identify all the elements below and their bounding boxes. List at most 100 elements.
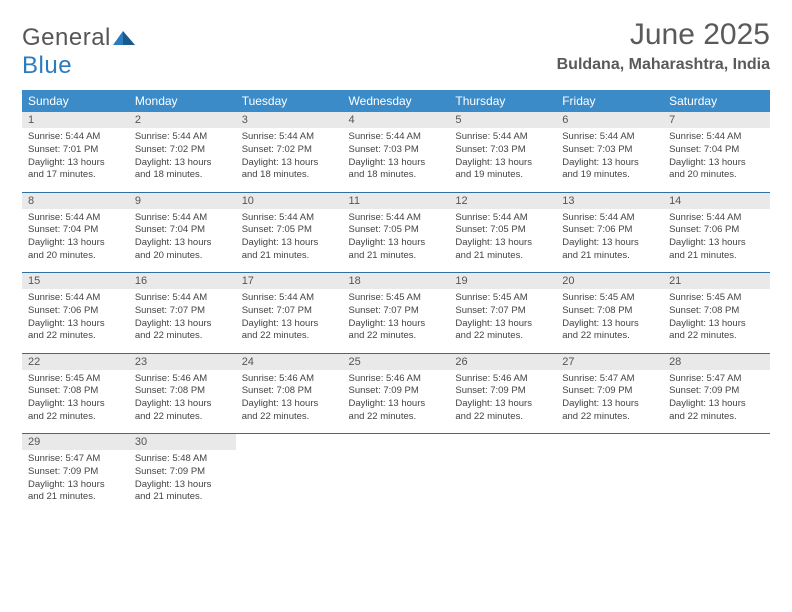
logo-mark-icon — [113, 24, 137, 52]
day-number-cell: 21 — [663, 273, 770, 290]
day-data-cell: Sunrise: 5:44 AMSunset: 7:06 PMDaylight:… — [556, 209, 663, 273]
day-number-cell — [343, 434, 450, 451]
day-number-cell: 13 — [556, 192, 663, 209]
day-data-cell: Sunrise: 5:44 AMSunset: 7:04 PMDaylight:… — [22, 209, 129, 273]
sunrise-line: Sunrise: 5:44 AM — [455, 212, 550, 225]
day-data-cell: Sunrise: 5:44 AMSunset: 7:02 PMDaylight:… — [129, 128, 236, 192]
day-number-cell: 16 — [129, 273, 236, 290]
day-data-row: Sunrise: 5:44 AMSunset: 7:04 PMDaylight:… — [22, 209, 770, 273]
sunrise-line: Sunrise: 5:47 AM — [669, 373, 764, 386]
daylight-line: Daylight: 13 hours and 22 minutes. — [28, 398, 123, 424]
weekday-header: Monday — [129, 90, 236, 112]
day-data-cell — [236, 450, 343, 514]
day-data-cell: Sunrise: 5:44 AMSunset: 7:01 PMDaylight:… — [22, 128, 129, 192]
weekday-header-row: Sunday Monday Tuesday Wednesday Thursday… — [22, 90, 770, 112]
sunrise-line: Sunrise: 5:46 AM — [455, 373, 550, 386]
day-data-cell: Sunrise: 5:44 AMSunset: 7:07 PMDaylight:… — [236, 289, 343, 353]
sunset-line: Sunset: 7:08 PM — [562, 305, 657, 318]
day-number-cell: 15 — [22, 273, 129, 290]
day-number-cell: 7 — [663, 112, 770, 128]
daylight-line: Daylight: 13 hours and 22 minutes. — [562, 398, 657, 424]
daylight-line: Daylight: 13 hours and 22 minutes. — [242, 318, 337, 344]
day-number-row: 891011121314 — [22, 192, 770, 209]
day-data-cell: Sunrise: 5:44 AMSunset: 7:06 PMDaylight:… — [663, 209, 770, 273]
day-number-cell: 8 — [22, 192, 129, 209]
sunrise-line: Sunrise: 5:44 AM — [669, 131, 764, 144]
sunrise-line: Sunrise: 5:44 AM — [28, 131, 123, 144]
sunrise-line: Sunrise: 5:45 AM — [455, 292, 550, 305]
day-data-cell: Sunrise: 5:45 AMSunset: 7:07 PMDaylight:… — [343, 289, 450, 353]
day-data-cell: Sunrise: 5:44 AMSunset: 7:05 PMDaylight:… — [449, 209, 556, 273]
daylight-line: Daylight: 13 hours and 22 minutes. — [455, 398, 550, 424]
sunrise-line: Sunrise: 5:44 AM — [135, 131, 230, 144]
daylight-line: Daylight: 13 hours and 18 minutes. — [349, 157, 444, 183]
weekday-header: Friday — [556, 90, 663, 112]
day-data-cell: Sunrise: 5:46 AMSunset: 7:08 PMDaylight:… — [129, 370, 236, 434]
weekday-header: Tuesday — [236, 90, 343, 112]
day-data-row: Sunrise: 5:44 AMSunset: 7:06 PM Daylight:… — [22, 289, 770, 353]
logo: GeneralBlue — [22, 24, 137, 80]
daylight-line: Daylight: 13 hours and 20 minutes. — [135, 237, 230, 263]
day-number-cell: 9 — [129, 192, 236, 209]
daylight-line: Daylight: 13 hours and 21 minutes. — [135, 479, 230, 505]
sunset-line: Sunset: 7:06 PM — [562, 224, 657, 237]
day-number-cell: 5 — [449, 112, 556, 128]
day-data-cell: Sunrise: 5:44 AMSunset: 7:05 PMDaylight:… — [236, 209, 343, 273]
weekday-header: Wednesday — [343, 90, 450, 112]
daylight-line: Daylight: 13 hours and 18 minutes. — [135, 157, 230, 183]
daylight-line: Daylight: 13 hours and 22 minutes. — [669, 318, 764, 344]
sunset-line: Sunset: 7:03 PM — [455, 144, 550, 157]
day-number-cell: 20 — [556, 273, 663, 290]
day-data-cell: Sunrise: 5:45 AMSunset: 7:08 PMDaylight:… — [663, 289, 770, 353]
day-number-cell: 2 — [129, 112, 236, 128]
day-number-cell: 26 — [449, 353, 556, 370]
sunrise-line: Sunrise: 5:44 AM — [349, 212, 444, 225]
sunrise-line: Sunrise: 5:44 AM — [455, 131, 550, 144]
day-data-cell: Sunrise: 5:48 AMSunset: 7:09 PMDaylight:… — [129, 450, 236, 514]
day-data-row: Sunrise: 5:47 AMSunset: 7:09 PMDaylight:… — [22, 450, 770, 514]
sunrise-line: Sunrise: 5:46 AM — [135, 373, 230, 386]
sunset-line: Sunset: 7:05 PM — [455, 224, 550, 237]
weekday-header: Saturday — [663, 90, 770, 112]
daylight-line: Daylight: 13 hours and 22 minutes. — [562, 318, 657, 344]
sunrise-line: Sunrise: 5:46 AM — [242, 373, 337, 386]
sunrise-line: Sunrise: 5:47 AM — [562, 373, 657, 386]
sunset-line: Sunset: 7:09 PM — [349, 385, 444, 398]
day-data-cell: Sunrise: 5:45 AMSunset: 7:08 PMDaylight:… — [22, 370, 129, 434]
sunrise-line: Sunrise: 5:44 AM — [562, 212, 657, 225]
logo-part2: Blue — [22, 52, 72, 79]
day-number-row: 1234567 — [22, 112, 770, 128]
page-title: June 2025 — [557, 18, 770, 52]
daylight-line: Daylight: 13 hours and 22 minutes. — [242, 398, 337, 424]
sunrise-line: Sunrise: 5:44 AM — [242, 131, 337, 144]
day-number-cell: 4 — [343, 112, 450, 128]
sunrise-line: Sunrise: 5:45 AM — [349, 292, 444, 305]
sunrise-line: Sunrise: 5:44 AM — [242, 212, 337, 225]
logo-text: GeneralBlue — [22, 24, 137, 80]
daylight-line: Daylight: 13 hours and 21 minutes. — [349, 237, 444, 263]
day-number-cell: 14 — [663, 192, 770, 209]
daylight-line: Daylight: 13 hours and 19 minutes. — [455, 157, 550, 183]
sunset-line: Sunset: 7:06 PM — [28, 305, 123, 318]
daylight-line: Daylight: 13 hours and 22 minutes. — [135, 398, 230, 424]
sunset-line: Sunset: 7:09 PM — [455, 385, 550, 398]
day-number-cell: 10 — [236, 192, 343, 209]
daylight-line: Daylight: 13 hours and 21 minutes. — [669, 237, 764, 263]
day-data-cell: Sunrise: 5:46 AMSunset: 7:08 PMDaylight:… — [236, 370, 343, 434]
day-data-cell: Sunrise: 5:44 AMSunset: 7:03 PMDaylight:… — [556, 128, 663, 192]
day-number-cell: 23 — [129, 353, 236, 370]
logo-part1: General — [22, 24, 111, 51]
sunset-line: Sunset: 7:03 PM — [349, 144, 444, 157]
day-number-cell: 18 — [343, 273, 450, 290]
sunrise-line: Sunrise: 5:44 AM — [669, 212, 764, 225]
day-number-row: 2930 — [22, 434, 770, 451]
day-number-cell: 1 — [22, 112, 129, 128]
day-data-cell: Sunrise: 5:47 AMSunset: 7:09 PMDaylight:… — [22, 450, 129, 514]
calendar-table: Sunday Monday Tuesday Wednesday Thursday… — [22, 90, 770, 514]
sunrise-line: Sunrise: 5:46 AM — [349, 373, 444, 386]
day-data-cell — [449, 450, 556, 514]
daylight-line: Daylight: 13 hours and 21 minutes. — [242, 237, 337, 263]
day-data-cell: Sunrise: 5:44 AMSunset: 7:04 PMDaylight:… — [129, 209, 236, 273]
day-data-cell: Sunrise: 5:47 AMSunset: 7:09 PMDaylight:… — [556, 370, 663, 434]
sunrise-line: Sunrise: 5:44 AM — [28, 292, 123, 305]
